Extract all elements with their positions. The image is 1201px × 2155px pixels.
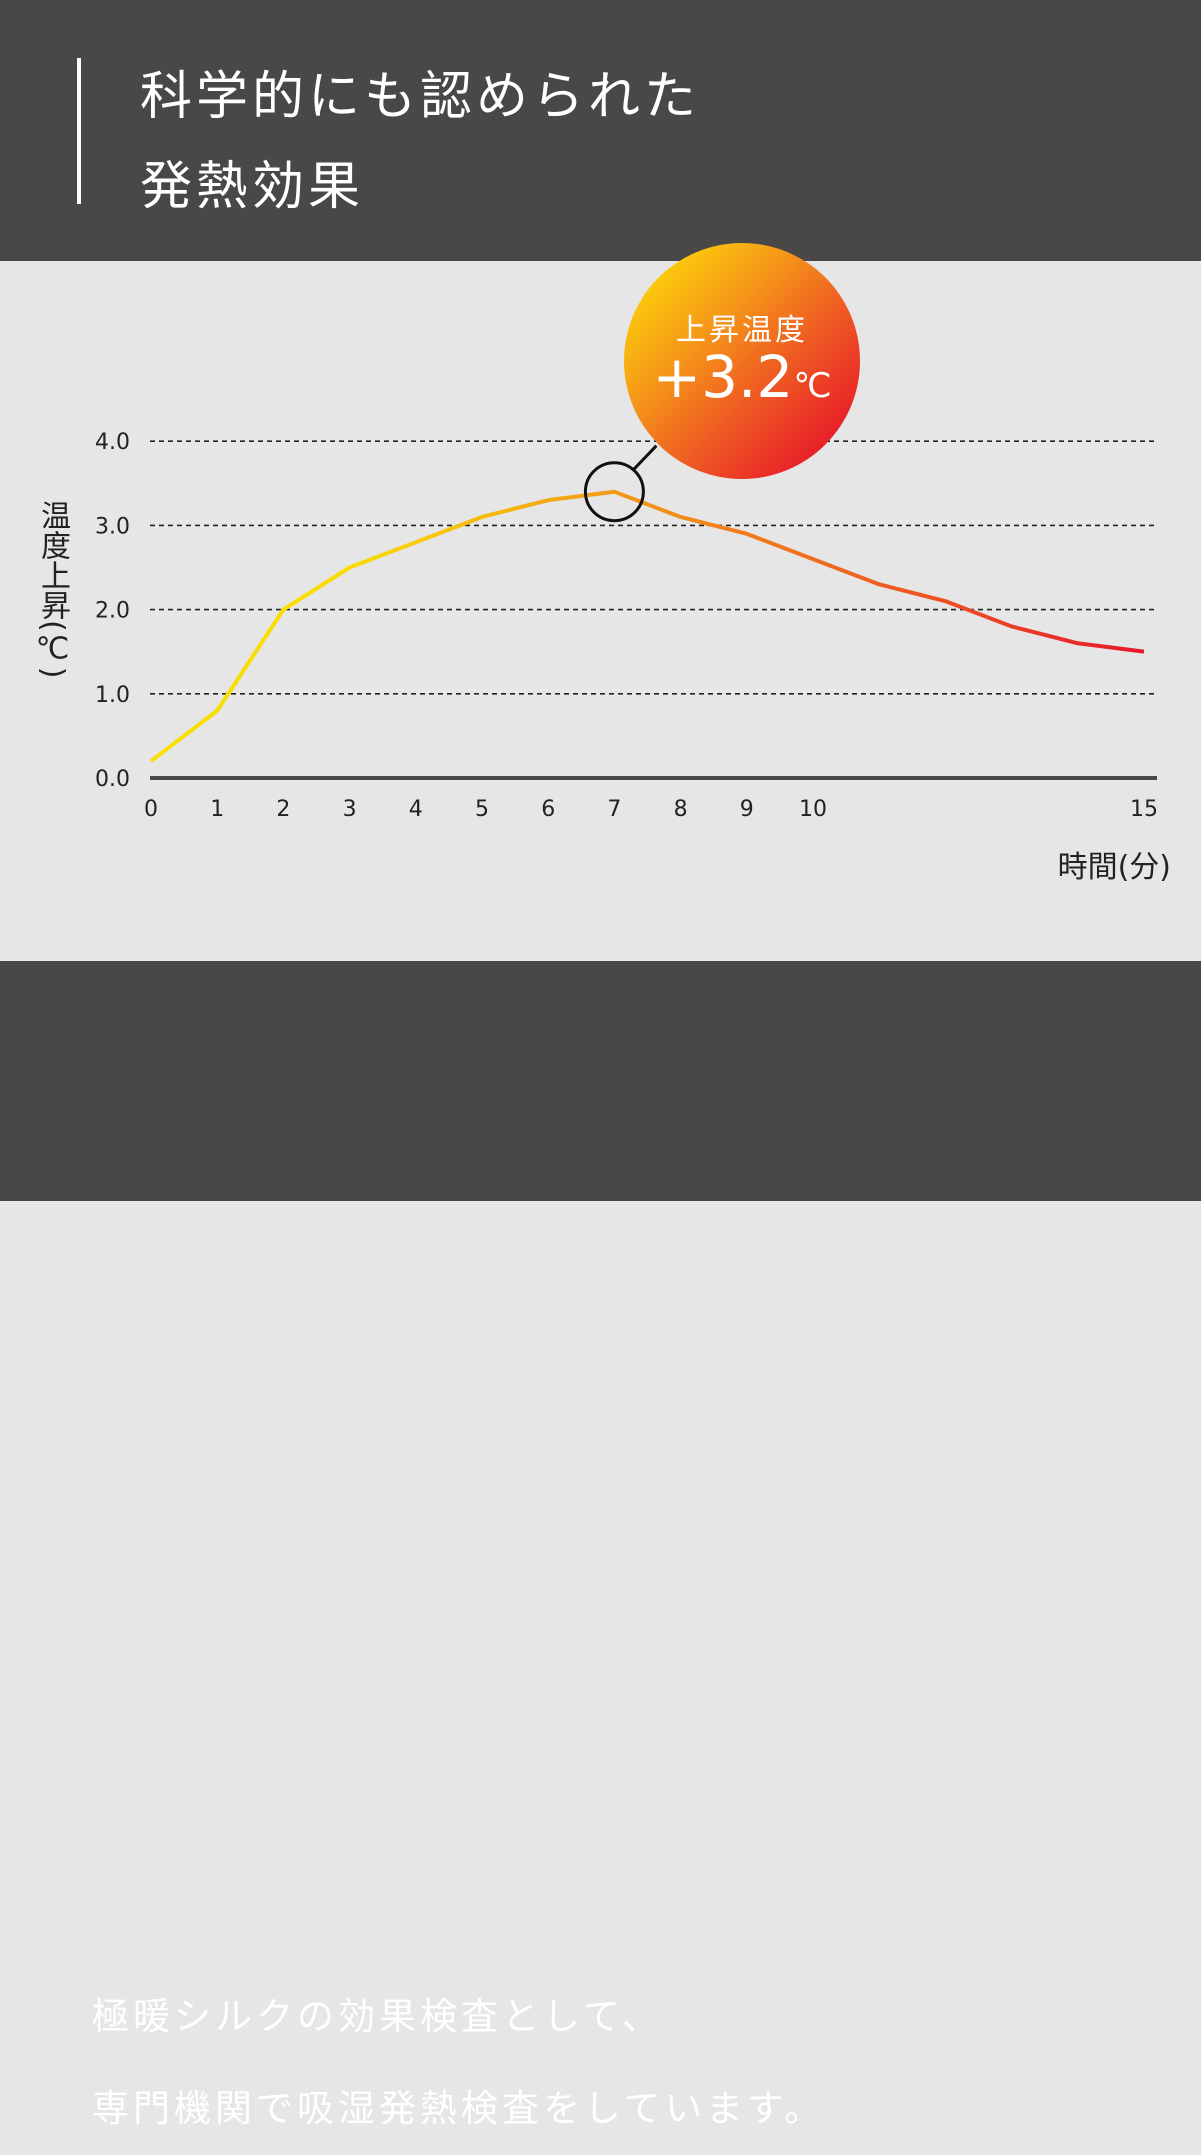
y-tick-label: 2.0 (95, 599, 130, 624)
x-tick-label: 9 (740, 797, 754, 822)
y-tick-label: 3.0 (95, 514, 130, 539)
line-chart: 0.0 1.0 2.0 3.0 4.0 0 1 2 3 4 5 6 7 8 9 10 15 (95, 430, 1158, 822)
y-tick-label: 0.0 (95, 767, 130, 792)
footer-panel: 極暖シルクの効果検査として、 専門機関で吸湿発熱検査をしています。 (0, 961, 1201, 2130)
x-tick-label: 7 (607, 797, 621, 822)
page-title: 科学的にも認められた 発熱効果 (140, 52, 700, 232)
title-accent-bar (77, 58, 81, 204)
header-panel: 科学的にも認められた 発熱効果 (0, 0, 1201, 261)
x-tick-label: 15 (1130, 797, 1158, 822)
x-tick-label: 4 (409, 797, 423, 822)
y-tick-label: 4.0 (95, 430, 130, 455)
description-line-1: 極暖シルクの効果検査として、 (92, 1995, 664, 2038)
x-tick-label: 1 (210, 797, 224, 822)
x-tick-label: 2 (276, 797, 290, 822)
y-axis-label: 温度上昇(℃) (35, 500, 70, 679)
x-axis-label: 時間(分) (1057, 850, 1171, 885)
x-tick-label: 5 (475, 797, 489, 822)
x-tick-label: 10 (799, 797, 827, 822)
badge-label: 上昇温度 (676, 313, 808, 348)
title-line-2: 発熱効果 (140, 157, 365, 217)
y-tick-label: 1.0 (95, 683, 130, 708)
series-line (149, 489, 1145, 763)
description: 極暖シルクの効果検査として、 専門機関で吸湿発熱検査をしています。 (92, 1971, 825, 2155)
callout-pointer (632, 444, 658, 471)
x-tick-label: 6 (541, 797, 555, 822)
temperature-rise-badge: 上昇温度 +3.2℃ (624, 243, 860, 479)
x-tick-label: 8 (674, 797, 688, 822)
highlight-circle (583, 461, 645, 523)
x-tick-label: 0 (144, 797, 158, 822)
badge-value: +3.2℃ (624, 343, 860, 411)
badge-number: +3.2 (652, 343, 794, 411)
title-line-1: 科学的にも認められた (140, 67, 701, 127)
badge-unit: ℃ (793, 366, 832, 406)
description-line-2: 専門機関で吸湿発熱検査をしています。 (92, 2087, 826, 2130)
x-tick-label: 3 (343, 797, 357, 822)
